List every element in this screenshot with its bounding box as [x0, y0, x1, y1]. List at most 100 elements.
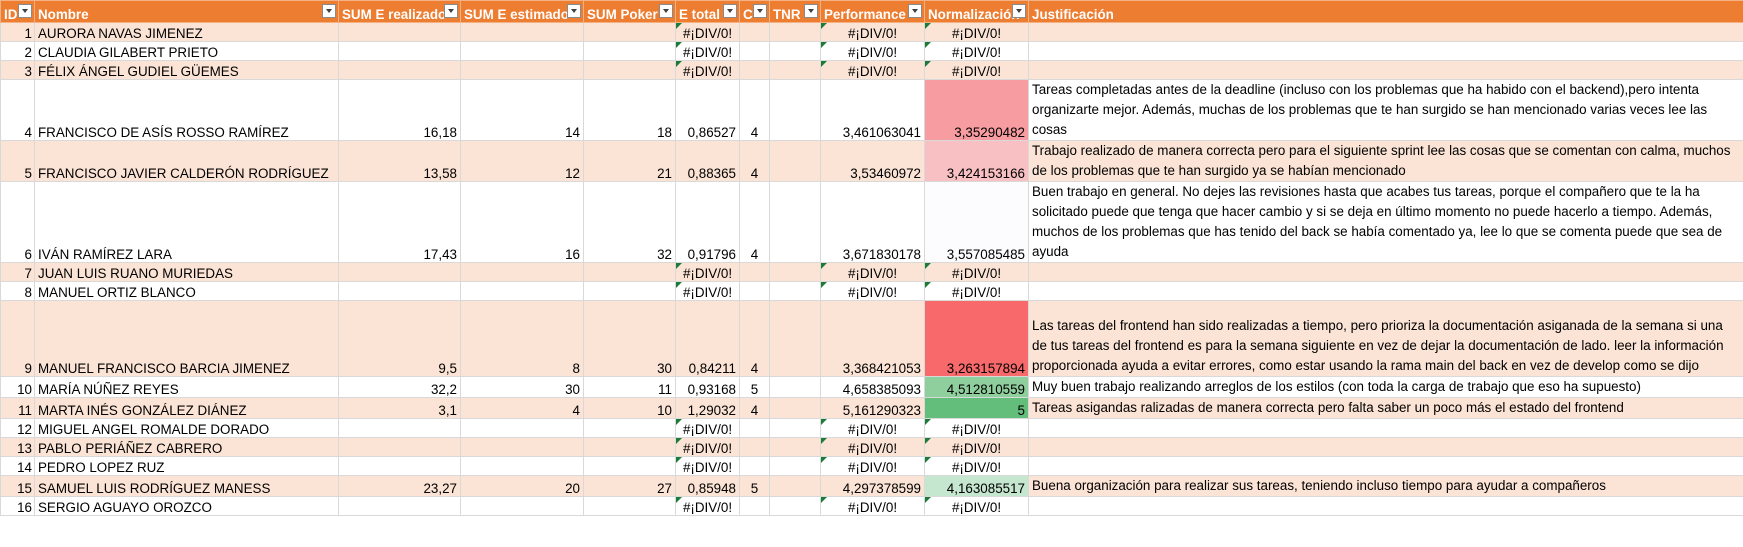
cell-e-total[interactable]: #¡DIV/0!	[675, 41, 740, 61]
filter-dropdown-icon[interactable]	[908, 4, 922, 18]
cell-justificacion[interactable]: Tareas asigandas ralizadas de manera cor…	[1028, 397, 1743, 419]
table-row[interactable]: 1 AURORA NAVAS JIMENEZ #¡DIV/0! #¡DIV/0! #¡D…	[0, 22, 1743, 42]
cell-performance[interactable]: 5,161290323	[820, 397, 925, 419]
table-row[interactable]: 5 FRANCISCO JAVIER CALDERÓN RODRÍGUEZ 13,5…	[0, 140, 1743, 182]
cell-nombre[interactable]: FÉLIX ÁNGEL GUDIEL GÜEMES	[34, 60, 339, 80]
cell-nombre[interactable]: MANUEL FRANCISCO BARCIA JIMENEZ	[34, 300, 339, 377]
cell-id[interactable]: 10	[0, 376, 35, 398]
cell-nombre[interactable]: SAMUEL LUIS RODRÍGUEZ MANESS	[34, 475, 339, 497]
cell-performance[interactable]: 3,671830178	[820, 181, 925, 263]
filter-dropdown-icon[interactable]	[1012, 4, 1026, 18]
cell-tnr[interactable]	[769, 376, 821, 398]
cell-c[interactable]	[739, 456, 770, 476]
cell-performance[interactable]: #¡DIV/0!	[820, 437, 925, 457]
table-row[interactable]: 3 FÉLIX ÁNGEL GUDIEL GÜEMES #¡DIV/0! #¡DIV/…	[0, 60, 1743, 80]
cell-nombre[interactable]: IVÁN RAMÍREZ LARA	[34, 181, 339, 263]
cell-nombre[interactable]: SERGIO AGUAYO OROZCO	[34, 496, 339, 516]
cell-e-total[interactable]: #¡DIV/0!	[675, 281, 740, 301]
cell-justificacion[interactable]	[1028, 281, 1743, 301]
cell-c[interactable]	[739, 41, 770, 61]
table-row[interactable]: 15 SAMUEL LUIS RODRÍGUEZ MANESS 23,27 20 27 0…	[0, 475, 1743, 497]
cell-e-estimado[interactable]	[460, 262, 584, 282]
header-col-performance[interactable]: Performance	[820, 0, 925, 23]
cell-e-total[interactable]: #¡DIV/0!	[675, 60, 740, 80]
cell-justificacion[interactable]	[1028, 262, 1743, 282]
cell-normalizacion[interactable]: #¡DIV/0!	[924, 456, 1029, 476]
header-col-tnr[interactable]: TNR	[769, 0, 821, 23]
cell-tnr[interactable]	[769, 397, 821, 419]
cell-c[interactable]	[739, 496, 770, 516]
cell-e-estimado[interactable]: 4	[460, 397, 584, 419]
header-col-c[interactable]: C	[739, 0, 770, 23]
cell-e-total[interactable]: #¡DIV/0!	[675, 496, 740, 516]
filter-dropdown-icon[interactable]	[444, 4, 458, 18]
cell-tnr[interactable]	[769, 22, 821, 42]
table-row[interactable]: 6 IVÁN RAMÍREZ LARA 17,43 16 32 0,91796 4 3,671…	[0, 181, 1743, 263]
cell-c[interactable]	[739, 281, 770, 301]
cell-performance[interactable]: #¡DIV/0!	[820, 496, 925, 516]
cell-tnr[interactable]	[769, 140, 821, 182]
cell-id[interactable]: 7	[0, 262, 35, 282]
cell-tnr[interactable]	[769, 41, 821, 61]
header-col-justificacion[interactable]: Justificación	[1028, 0, 1743, 23]
cell-tnr[interactable]	[769, 475, 821, 497]
cell-c[interactable]	[739, 60, 770, 80]
cell-normalizacion[interactable]: #¡DIV/0!	[924, 60, 1029, 80]
cell-tnr[interactable]	[769, 262, 821, 282]
cell-e-total[interactable]: 0,85948	[675, 475, 740, 497]
cell-c[interactable]: 4	[739, 397, 770, 419]
header-col-e-realizado[interactable]: SUM E realizado	[338, 0, 461, 23]
cell-id[interactable]: 11	[0, 397, 35, 419]
table-row[interactable]: 12 MIGUEL ANGEL ROMALDE DORADO #¡DIV/0! #¡D…	[0, 418, 1743, 438]
cell-e-total[interactable]: #¡DIV/0!	[675, 418, 740, 438]
cell-poker[interactable]	[583, 418, 676, 438]
cell-normalizacion[interactable]: 5	[924, 397, 1029, 419]
cell-e-realizado[interactable]: 32,2	[338, 376, 461, 398]
cell-tnr[interactable]	[769, 418, 821, 438]
cell-e-estimado[interactable]	[460, 41, 584, 61]
cell-justificacion[interactable]	[1028, 22, 1743, 42]
cell-justificacion[interactable]: Buena organización para realizar sus tar…	[1028, 475, 1743, 497]
cell-c[interactable]	[739, 22, 770, 42]
cell-normalizacion[interactable]: #¡DIV/0!	[924, 41, 1029, 61]
cell-nombre[interactable]: PEDRO LOPEZ RUZ	[34, 456, 339, 476]
cell-tnr[interactable]	[769, 181, 821, 263]
cell-nombre[interactable]: AURORA NAVAS JIMENEZ	[34, 22, 339, 42]
cell-c[interactable]	[739, 262, 770, 282]
cell-e-realizado[interactable]	[338, 437, 461, 457]
cell-e-total[interactable]: 0,93168	[675, 376, 740, 398]
cell-performance[interactable]: 4,297378599	[820, 475, 925, 497]
cell-nombre[interactable]: FRANCISCO JAVIER CALDERÓN RODRÍGUEZ	[34, 140, 339, 182]
cell-performance[interactable]: 4,658385093	[820, 376, 925, 398]
cell-e-realizado[interactable]: 9,5	[338, 300, 461, 377]
cell-normalizacion[interactable]: 3,557085485	[924, 181, 1029, 263]
cell-justificacion[interactable]: Muy buen trabajo realizando arreglos de …	[1028, 376, 1743, 398]
filter-dropdown-icon[interactable]	[322, 4, 336, 18]
cell-normalizacion[interactable]: 4,163085517	[924, 475, 1029, 497]
cell-e-realizado[interactable]: 13,58	[338, 140, 461, 182]
cell-tnr[interactable]	[769, 496, 821, 516]
cell-nombre[interactable]: MARÍA NÚÑEZ REYES	[34, 376, 339, 398]
cell-poker[interactable]	[583, 437, 676, 457]
cell-poker[interactable]	[583, 22, 676, 42]
cell-e-total[interactable]: #¡DIV/0!	[675, 456, 740, 476]
cell-e-total[interactable]: #¡DIV/0!	[675, 437, 740, 457]
cell-id[interactable]: 1	[0, 22, 35, 42]
cell-poker[interactable]: 18	[583, 79, 676, 141]
cell-poker[interactable]: 27	[583, 475, 676, 497]
cell-e-estimado[interactable]	[460, 437, 584, 457]
cell-performance[interactable]: #¡DIV/0!	[820, 41, 925, 61]
cell-performance[interactable]: #¡DIV/0!	[820, 22, 925, 42]
cell-normalizacion[interactable]: 4,512810559	[924, 376, 1029, 398]
cell-nombre[interactable]: FRANCISCO DE ASÍS ROSSO RAMÍREZ	[34, 79, 339, 141]
cell-id[interactable]: 5	[0, 140, 35, 182]
cell-poker[interactable]	[583, 262, 676, 282]
cell-e-estimado[interactable]: 16	[460, 181, 584, 263]
cell-c[interactable]: 5	[739, 475, 770, 497]
table-row[interactable]: 16 SERGIO AGUAYO OROZCO #¡DIV/0! #¡DIV/0! #¡…	[0, 496, 1743, 516]
header-col-e-estimado[interactable]: SUM E estimado	[460, 0, 584, 23]
cell-poker[interactable]: 32	[583, 181, 676, 263]
cell-c[interactable]: 5	[739, 376, 770, 398]
cell-performance[interactable]: 3,461063041	[820, 79, 925, 141]
cell-normalizacion[interactable]: #¡DIV/0!	[924, 418, 1029, 438]
